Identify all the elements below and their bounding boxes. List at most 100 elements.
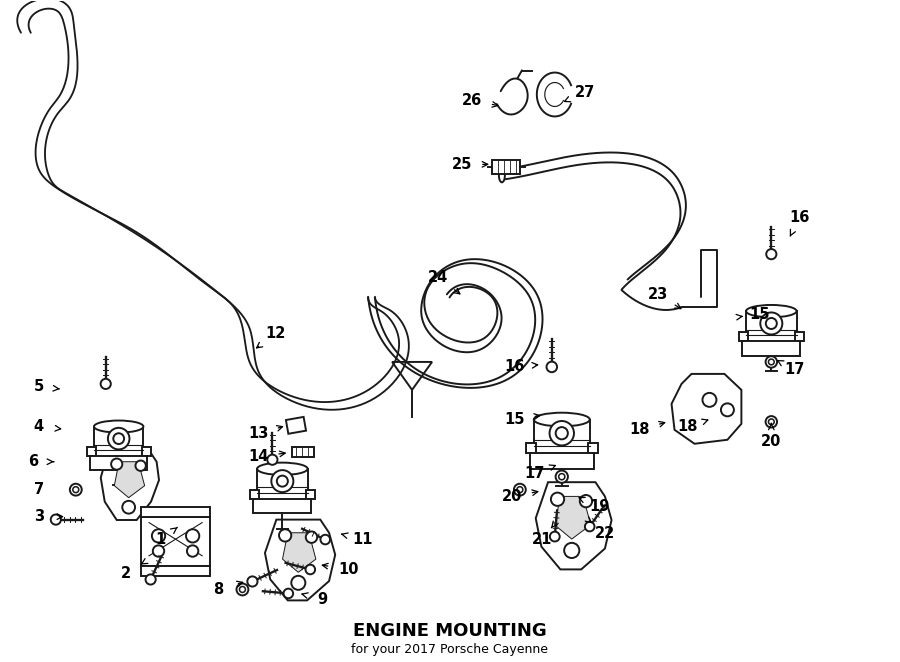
Polygon shape — [536, 482, 612, 569]
Text: 14: 14 — [248, 449, 268, 464]
Circle shape — [766, 356, 777, 367]
Bar — [530, 453, 594, 469]
Circle shape — [769, 359, 774, 365]
Text: 17: 17 — [784, 362, 805, 377]
Bar — [286, 417, 306, 434]
Polygon shape — [554, 496, 590, 539]
Bar — [746, 311, 796, 342]
Text: 20: 20 — [761, 434, 781, 449]
Circle shape — [277, 475, 288, 487]
Circle shape — [769, 419, 774, 425]
Text: 16: 16 — [789, 210, 809, 224]
Circle shape — [550, 532, 560, 542]
Circle shape — [152, 529, 165, 542]
Bar — [526, 443, 536, 453]
Circle shape — [555, 471, 568, 483]
Text: 20: 20 — [501, 489, 522, 504]
Circle shape — [555, 427, 568, 440]
Polygon shape — [265, 520, 335, 600]
Text: 4: 4 — [34, 419, 44, 434]
Circle shape — [146, 575, 156, 585]
Circle shape — [703, 393, 716, 407]
Text: 15: 15 — [749, 307, 770, 322]
Bar — [795, 332, 804, 341]
Polygon shape — [101, 449, 159, 520]
Text: 9: 9 — [317, 592, 328, 607]
Bar — [250, 490, 259, 498]
Text: 19: 19 — [590, 499, 610, 514]
Circle shape — [550, 421, 574, 446]
Text: 24: 24 — [428, 269, 448, 285]
Polygon shape — [283, 533, 316, 572]
Text: 26: 26 — [462, 93, 482, 108]
Circle shape — [73, 487, 79, 493]
Circle shape — [514, 484, 526, 496]
Circle shape — [766, 416, 777, 428]
Circle shape — [70, 484, 82, 496]
Text: 15: 15 — [505, 412, 525, 427]
Bar — [141, 448, 150, 456]
Ellipse shape — [94, 420, 143, 432]
Text: ENGINE MOUNTING: ENGINE MOUNTING — [353, 622, 547, 640]
Bar — [492, 160, 520, 174]
Text: 10: 10 — [338, 562, 358, 577]
Ellipse shape — [499, 168, 505, 182]
Circle shape — [585, 522, 595, 532]
Circle shape — [153, 545, 164, 557]
Circle shape — [108, 428, 130, 449]
Ellipse shape — [257, 463, 308, 475]
Circle shape — [186, 529, 199, 542]
Bar — [141, 508, 210, 517]
Circle shape — [271, 470, 293, 492]
Text: 23: 23 — [647, 287, 668, 302]
Bar — [739, 332, 748, 341]
Circle shape — [239, 587, 246, 592]
Text: 25: 25 — [452, 157, 472, 172]
Circle shape — [50, 514, 61, 525]
Ellipse shape — [534, 412, 590, 426]
Text: 17: 17 — [525, 466, 545, 481]
Circle shape — [766, 318, 777, 329]
Circle shape — [101, 379, 111, 389]
Text: 5: 5 — [33, 379, 44, 395]
Bar — [742, 341, 800, 355]
Circle shape — [320, 535, 330, 544]
Text: 1: 1 — [156, 532, 166, 547]
Bar — [90, 456, 147, 470]
Text: 18: 18 — [678, 419, 698, 434]
Bar — [141, 517, 210, 566]
Bar — [292, 447, 314, 457]
Circle shape — [267, 455, 277, 465]
Text: 12: 12 — [266, 326, 285, 342]
Text: 16: 16 — [505, 359, 525, 375]
Polygon shape — [114, 461, 145, 498]
Circle shape — [766, 249, 777, 260]
Text: 2: 2 — [121, 566, 130, 581]
Text: 8: 8 — [213, 582, 223, 597]
Circle shape — [760, 312, 782, 334]
Text: 7: 7 — [34, 482, 44, 497]
Circle shape — [564, 543, 580, 558]
Text: 21: 21 — [532, 532, 552, 547]
Circle shape — [248, 577, 257, 587]
Circle shape — [111, 459, 122, 470]
Circle shape — [136, 461, 146, 471]
Circle shape — [113, 433, 124, 444]
Circle shape — [187, 545, 198, 557]
Circle shape — [721, 403, 734, 416]
Circle shape — [551, 493, 564, 506]
Text: 11: 11 — [352, 532, 373, 547]
Circle shape — [559, 473, 565, 480]
Bar — [141, 566, 210, 576]
Circle shape — [305, 565, 315, 575]
Circle shape — [279, 529, 292, 542]
Text: 3: 3 — [34, 509, 44, 524]
Circle shape — [306, 532, 317, 543]
Bar — [94, 426, 143, 457]
Text: 18: 18 — [629, 422, 650, 438]
Bar — [534, 420, 590, 453]
Text: 27: 27 — [574, 85, 595, 100]
Text: 22: 22 — [595, 526, 615, 541]
Bar — [257, 469, 308, 500]
Ellipse shape — [746, 305, 796, 317]
